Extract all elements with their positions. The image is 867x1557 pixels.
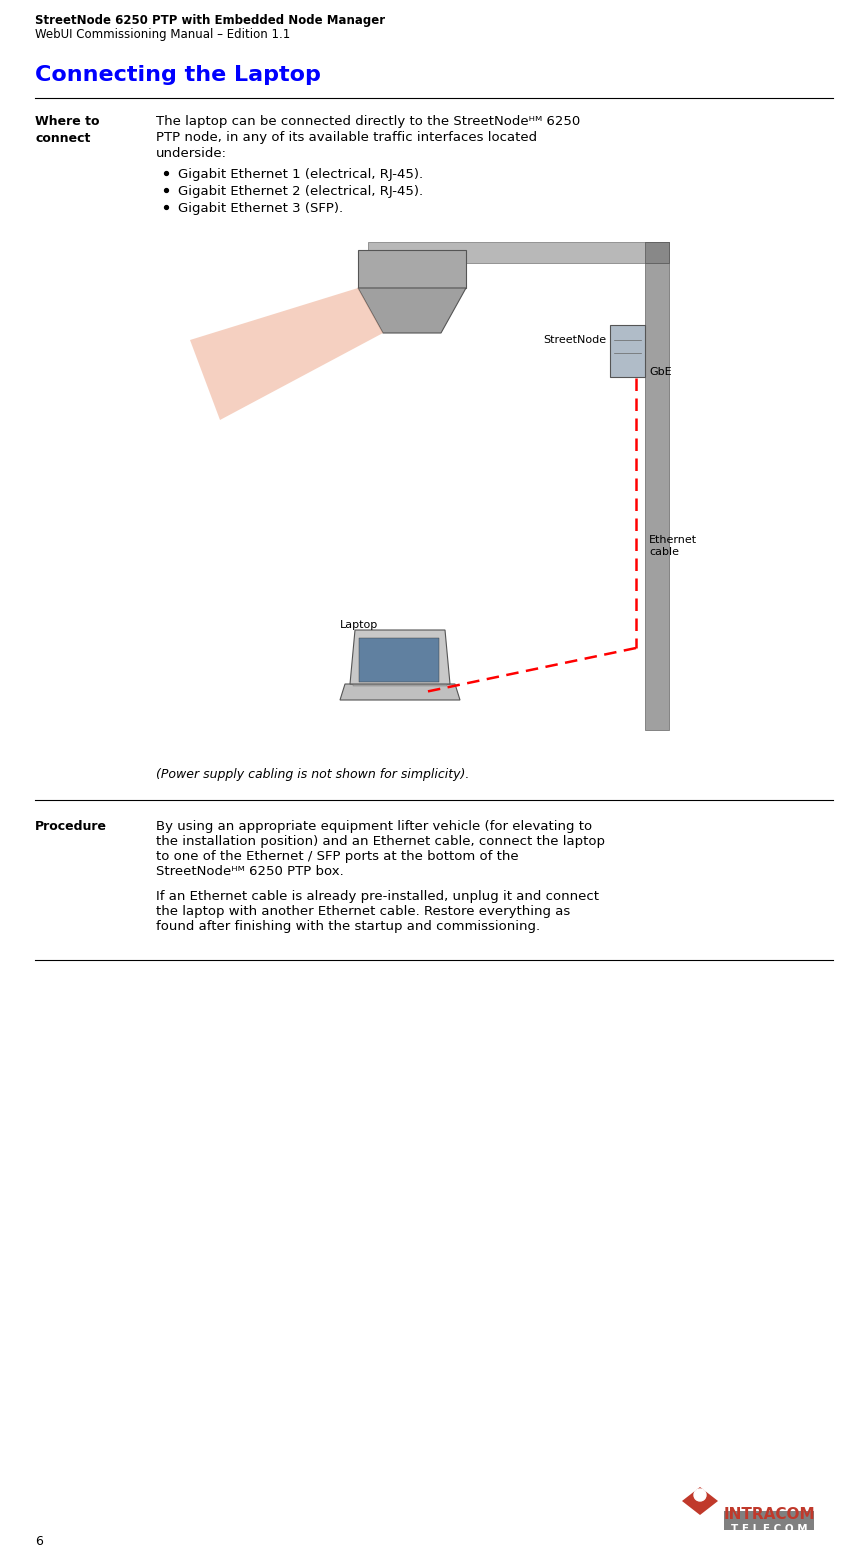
Text: StreetNodeᴴᴹ 6250 PTP box.: StreetNodeᴴᴹ 6250 PTP box. bbox=[156, 866, 343, 878]
Polygon shape bbox=[645, 241, 669, 263]
Text: 6: 6 bbox=[35, 1535, 42, 1548]
FancyBboxPatch shape bbox=[359, 638, 439, 682]
Text: Ethernet
cable: Ethernet cable bbox=[649, 536, 697, 557]
Text: StreetNode 6250 PTP with Embedded Node Manager: StreetNode 6250 PTP with Embedded Node M… bbox=[35, 14, 385, 26]
Text: GbE: GbE bbox=[649, 367, 672, 377]
FancyBboxPatch shape bbox=[358, 251, 466, 288]
FancyBboxPatch shape bbox=[724, 1510, 814, 1531]
Text: the laptop with another Ethernet cable. Restore everything as: the laptop with another Ethernet cable. … bbox=[156, 905, 570, 919]
Text: PTP node, in any of its available traffic interfaces located: PTP node, in any of its available traffi… bbox=[156, 131, 538, 143]
Polygon shape bbox=[682, 1487, 718, 1515]
Text: Connecting the Laptop: Connecting the Laptop bbox=[35, 65, 321, 86]
Text: Laptop: Laptop bbox=[340, 620, 378, 631]
FancyBboxPatch shape bbox=[610, 325, 645, 377]
FancyBboxPatch shape bbox=[353, 676, 447, 687]
Text: T E L E C O M: T E L E C O M bbox=[731, 1524, 807, 1534]
Polygon shape bbox=[350, 631, 450, 684]
Text: the installation position) and an Ethernet cable, connect the laptop: the installation position) and an Ethern… bbox=[156, 835, 605, 849]
Text: WebUI Commissioning Manual – Edition 1.1: WebUI Commissioning Manual – Edition 1.1 bbox=[35, 28, 290, 40]
Text: Gigabit Ethernet 2 (electrical, RJ-45).: Gigabit Ethernet 2 (electrical, RJ-45). bbox=[178, 185, 423, 198]
Text: Procedure: Procedure bbox=[35, 821, 107, 833]
Polygon shape bbox=[358, 288, 466, 333]
Text: INTRACOM: INTRACOM bbox=[724, 1507, 816, 1523]
FancyBboxPatch shape bbox=[368, 241, 669, 263]
Text: (Power supply cabling is not shown for simplicity).: (Power supply cabling is not shown for s… bbox=[156, 768, 469, 782]
Circle shape bbox=[694, 1488, 706, 1501]
Text: found after finishing with the startup and commissioning.: found after finishing with the startup a… bbox=[156, 920, 540, 933]
Text: The laptop can be connected directly to the StreetNodeᴴᴹ 6250: The laptop can be connected directly to … bbox=[156, 115, 580, 128]
Text: By using an appropriate equipment lifter vehicle (for elevating to: By using an appropriate equipment lifter… bbox=[156, 821, 592, 833]
Text: to one of the Ethernet / SFP ports at the bottom of the: to one of the Ethernet / SFP ports at th… bbox=[156, 850, 518, 863]
Text: Gigabit Ethernet 3 (SFP).: Gigabit Ethernet 3 (SFP). bbox=[178, 202, 343, 215]
Text: StreetNode: StreetNode bbox=[543, 335, 606, 346]
Text: If an Ethernet cable is already pre-installed, unplug it and connect: If an Ethernet cable is already pre-inst… bbox=[156, 891, 599, 903]
Text: Gigabit Ethernet 1 (electrical, RJ-45).: Gigabit Ethernet 1 (electrical, RJ-45). bbox=[178, 168, 423, 181]
FancyBboxPatch shape bbox=[645, 241, 669, 730]
Text: Where to
connect: Where to connect bbox=[35, 115, 100, 145]
Text: underside:: underside: bbox=[156, 146, 227, 160]
Polygon shape bbox=[340, 684, 460, 701]
Polygon shape bbox=[190, 288, 383, 420]
